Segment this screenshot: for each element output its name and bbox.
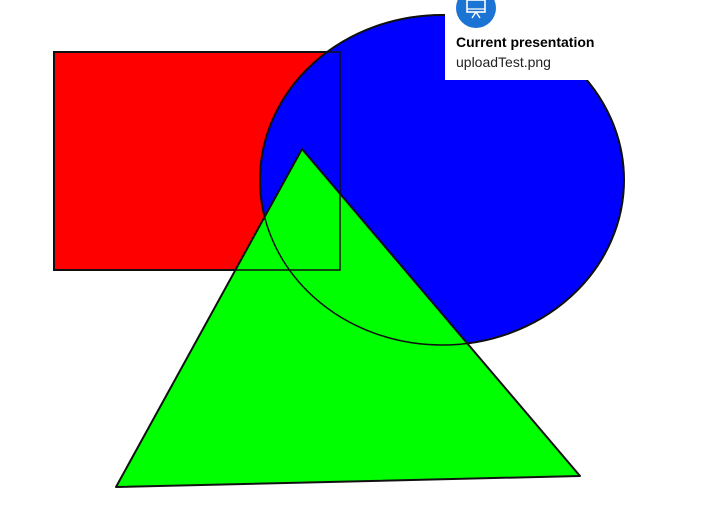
blue-ellipse-outline: [259, 14, 625, 346]
current-presentation-toast: Current presentation uploadTest.png: [445, 0, 708, 80]
presentation-icon: [456, 0, 496, 28]
presentation-filename: uploadTest.png: [456, 54, 551, 70]
green-triangle-shape: [115, 148, 581, 488]
red-rectangle-outline: [53, 51, 341, 271]
presentation-icon-background: [456, 0, 496, 28]
presentation-heading: Current presentation: [456, 34, 595, 50]
